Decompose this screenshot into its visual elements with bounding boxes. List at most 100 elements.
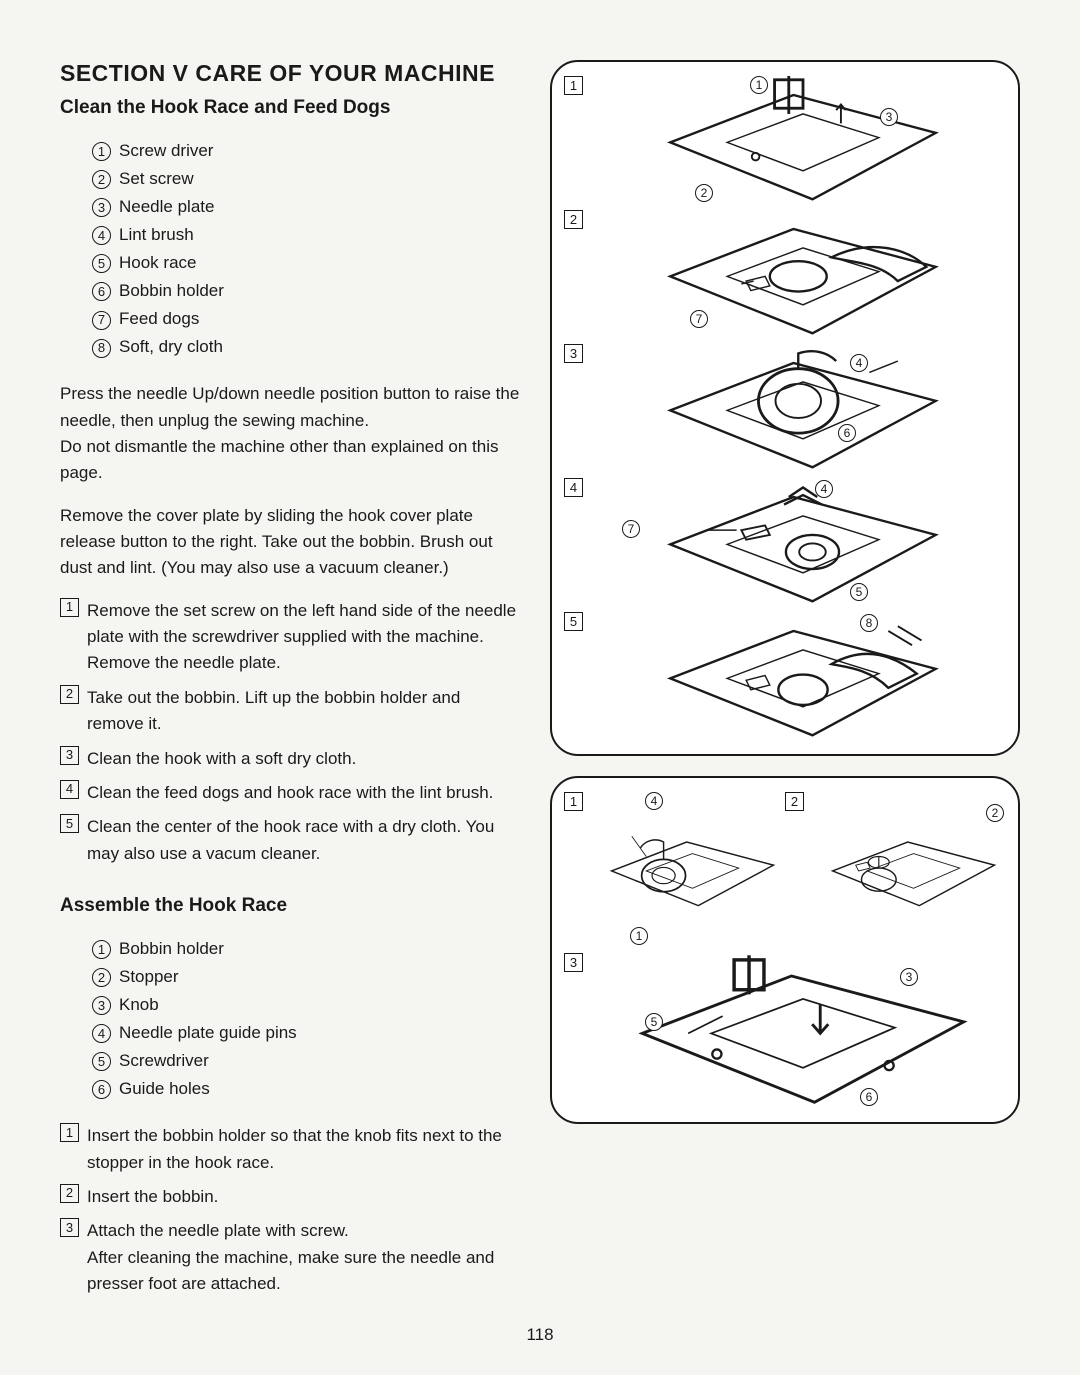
part-item: 4 Needle plate guide pins (92, 1019, 520, 1047)
step-item: 1Remove the set screw on the left hand s… (60, 598, 520, 677)
diagram-row: 3 46 (564, 344, 1006, 472)
part-label: Guide holes (119, 1075, 210, 1103)
diagram-row: 3 536 (564, 953, 1006, 1108)
clean-heading: Clean the Hook Race and Feed Dogs (60, 97, 520, 119)
circled-number: 1 (92, 142, 111, 161)
circled-number: 1 (92, 940, 111, 959)
callout-circle: 4 (850, 354, 868, 372)
callout-circle: 1 (750, 76, 768, 94)
diagram-panel-clean: 1 123 2 7 3 46 (550, 60, 1020, 756)
circled-number: 5 (92, 1052, 111, 1071)
boxed-number: 1 (60, 598, 79, 617)
assemble-heading: Assemble the Hook Race (60, 895, 520, 917)
clean-para-1: Press the needle Up/down needle position… (60, 381, 520, 486)
part-item: 2Set screw (92, 165, 520, 193)
callout-circle: 2 (695, 184, 713, 202)
diagram-illustration: 41 (600, 792, 785, 947)
diagram-step-label: 5 (564, 612, 590, 631)
circled-number: 2 (92, 968, 111, 987)
callout-circle: 4 (645, 792, 663, 810)
part-label: Screw driver (119, 137, 213, 165)
callout-circle: 6 (838, 424, 856, 442)
part-item: 6Bobbin holder (92, 277, 520, 305)
clean-para-3: Remove the cover plate by sliding the ho… (60, 503, 520, 582)
boxed-number: 2 (60, 685, 79, 704)
part-label: Needle plate (119, 193, 214, 221)
diagram-step-label: 4 (564, 478, 590, 497)
diagram-illustration: 4 5 7 (600, 478, 1006, 606)
diagram-illustration: 7 (600, 210, 1006, 338)
boxed-number: 4 (60, 780, 79, 799)
diagram-illustration: 1 2 3 (600, 76, 1006, 204)
boxed-number: 3 (60, 1218, 79, 1237)
part-item: 8 Soft, dry cloth (92, 333, 520, 361)
diagram-row: 1 41 2 2 (564, 792, 1006, 947)
boxed-number: 3 (60, 746, 79, 765)
step-item: 3 Attach the needle plate with screw. Af… (60, 1218, 520, 1297)
diagram-row: 1 1 2 3 (564, 76, 1006, 204)
manual-page: SECTION V CARE OF YOUR MACHINE Clean the… (60, 60, 1020, 1325)
circled-number: 3 (92, 996, 111, 1015)
part-label: Feed dogs (119, 305, 199, 333)
part-label: Lint brush (119, 221, 194, 249)
part-item: 1 Screw driver (92, 137, 520, 165)
diagram-step-label: 3 (564, 344, 590, 363)
part-item: 5 Hook race (92, 249, 520, 277)
part-item: 7Feed dogs (92, 305, 520, 333)
diagram-cell: 1 41 (564, 792, 785, 947)
part-item: 5Screwdriver (92, 1047, 520, 1075)
circled-number: 4 (92, 1024, 111, 1043)
part-label: Bobbin holder (119, 935, 224, 963)
diagram-step-label: 1 (564, 792, 590, 811)
diagram-illustration: 8 (600, 612, 1006, 740)
diagram-step-label: 2 (564, 210, 590, 229)
callout-circle: 1 (630, 927, 648, 945)
part-item: 4 Lint brush (92, 221, 520, 249)
boxed-number: 1 (60, 1123, 79, 1142)
callout-circle: 7 (690, 310, 708, 328)
diagram-column: 1 123 2 7 3 46 (550, 60, 1020, 1325)
circled-number: 3 (92, 198, 111, 217)
callout-circle: 4 (815, 480, 833, 498)
clean-steps: 1Remove the set screw on the left hand s… (60, 598, 520, 867)
circled-number: 5 (92, 254, 111, 273)
diagram-illustration: 536 (600, 953, 1006, 1108)
callout-circle: 7 (622, 520, 640, 538)
part-item: 2Stopper (92, 963, 520, 991)
circled-number: 4 (92, 226, 111, 245)
circled-number: 6 (92, 282, 111, 301)
circled-number: 8 (92, 339, 111, 358)
part-label: Hook race (119, 249, 196, 277)
text-column: SECTION V CARE OF YOUR MACHINE Clean the… (60, 60, 520, 1325)
diagram-row: 5 8 (564, 612, 1006, 740)
diagram-panel-assemble: 1 41 2 2 3 (550, 776, 1020, 1124)
page-number: 118 (526, 1325, 553, 1345)
section-title: SECTION V CARE OF YOUR MACHINE (60, 60, 520, 87)
diagram-row: 4 4 5 7 (564, 478, 1006, 606)
clean-parts-list: 1 Screw driver 2Set screw 3 Needle plate 4… (60, 137, 520, 361)
diagram-row: 2 7 (564, 210, 1006, 338)
diagram-step-label: 2 (785, 792, 811, 811)
step-item: 2Insert the bobbin. (60, 1184, 520, 1210)
step-item: 3Clean the hook with a soft dry cloth. (60, 746, 520, 772)
circled-number: 6 (92, 1080, 111, 1099)
boxed-number: 2 (60, 1184, 79, 1203)
callout-circle: 6 (860, 1088, 878, 1106)
part-label: Soft, dry cloth (119, 333, 223, 361)
diagram-step-label: 1 (564, 76, 590, 95)
step-item: 2Take out the bobbin. Lift up the bobbin… (60, 685, 520, 738)
diagram-step-label: 3 (564, 953, 590, 972)
callout-circle: 3 (880, 108, 898, 126)
callout-circle: 3 (900, 968, 918, 986)
diagram-illustration: 46 (600, 344, 1006, 472)
part-label: Needle plate guide pins (119, 1019, 297, 1047)
part-item: 3 Needle plate (92, 193, 520, 221)
part-item: 3Knob (92, 991, 520, 1019)
assemble-steps: 1Insert the bobbin holder so that the kn… (60, 1123, 520, 1297)
diagram-cell: 2 2 (785, 792, 1006, 947)
callout-circle: 5 (850, 583, 868, 601)
callout-circle: 8 (860, 614, 878, 632)
assemble-parts-list: 1 Bobbin holder 2Stopper 3Knob 4 Needle pl… (60, 935, 520, 1103)
part-item: 1 Bobbin holder (92, 935, 520, 963)
boxed-number: 5 (60, 814, 79, 833)
